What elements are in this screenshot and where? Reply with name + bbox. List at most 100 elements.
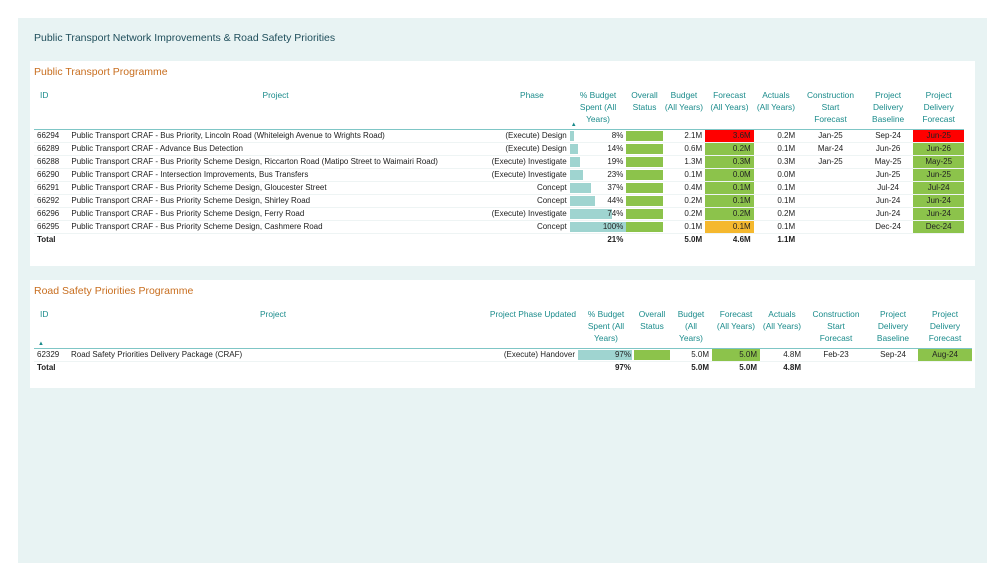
col-header-delivery-forecast[interactable]: Project Delivery Forecast — [913, 89, 964, 130]
pct-label: 74% — [607, 208, 624, 218]
col-header-budget[interactable]: Budget (All Years) — [670, 308, 712, 349]
col-header-status[interactable]: Overall Status — [634, 308, 670, 349]
col-header-id[interactable]: ID — [34, 89, 69, 130]
col-header-delivery-forecast[interactable]: Project Delivery Forecast — [918, 308, 972, 349]
cell-delivery-baseline: Sep-24 — [868, 348, 918, 362]
table-row[interactable]: 66289 Public Transport CRAF - Advance Bus… — [34, 142, 964, 156]
cell-actuals: 4.8M — [760, 348, 804, 362]
pct-databar — [569, 169, 583, 180]
cell-overall-status — [626, 168, 663, 182]
col-header-delivery-baseline[interactable]: Project Delivery Baseline — [868, 308, 918, 349]
col-header-forecast[interactable]: Forecast (All Years) — [705, 89, 754, 130]
header-line: Years) — [586, 114, 610, 124]
cell-project: Public Transport CRAF - Bus Priority Sch… — [68, 155, 483, 169]
cell-delivery-forecast: Jun-24 — [913, 207, 964, 221]
header-line: Start — [821, 102, 840, 112]
table-row[interactable]: 66292 Public Transport CRAF - Bus Priorit… — [34, 194, 964, 208]
cell-construction-start — [798, 181, 863, 195]
cell-construction-start — [798, 168, 863, 182]
col-header-forecast[interactable]: Forecast (All Years) — [712, 308, 760, 349]
total-actuals: 4.8M — [760, 360, 804, 374]
cell-project: Public Transport CRAF - Bus Priority Sch… — [68, 181, 483, 195]
page-title: Public Transport Network Improvements & … — [34, 32, 336, 44]
header-line: Years) — [594, 333, 618, 343]
cell-overall-status — [626, 194, 663, 208]
total-label: Total — [34, 360, 68, 374]
cell-construction-start: Jan-25 — [798, 129, 863, 143]
total-budget: 5.0M — [662, 232, 706, 246]
cell-forecast: 0.3M — [705, 155, 754, 169]
cell-budget: 0.1M — [662, 220, 706, 234]
pct-label: 19% — [607, 156, 624, 166]
header-line: Budget — [670, 90, 698, 100]
table-row[interactable]: 66296 Public Transport CRAF - Bus Priorit… — [34, 207, 964, 221]
cell-pct-budget: 8% — [569, 129, 627, 143]
pct-label: 44% — [607, 195, 624, 205]
cell-overall-status — [626, 155, 663, 169]
cell-phase: (Execute) Handover — [478, 348, 578, 362]
empty-cell — [862, 232, 914, 246]
table-row[interactable]: 62329 Road Safety Priorities Delivery Pac… — [34, 348, 972, 362]
header-line: Forecast — [719, 309, 753, 319]
cell-delivery-forecast: Jul-24 — [913, 181, 964, 195]
col-header-construction-start[interactable]: Construction Start Forecast — [804, 308, 868, 349]
header-line: % Budget — [579, 90, 617, 100]
cell-actuals: 0.1M — [753, 220, 799, 234]
pct-label: 100% — [602, 221, 624, 231]
cell-delivery-baseline: May-25 — [862, 155, 914, 169]
header-line: Delivery — [923, 102, 954, 112]
cell-overall-status — [634, 348, 670, 362]
header-line: (All Years) — [716, 321, 756, 331]
col-header-actuals[interactable]: Actuals (All Years) — [760, 308, 804, 349]
cell-forecast: 3.6M — [705, 129, 754, 143]
col-header-pct-budget[interactable]: % Budget Spent (All Years) ▲ — [569, 89, 627, 130]
cell-id: 66289 — [34, 142, 69, 156]
status-indicator — [634, 349, 670, 360]
header-line: Forecast — [713, 90, 746, 100]
table-row[interactable]: 66294 Public Transport CRAF - Bus Priorit… — [34, 129, 964, 143]
col-header-delivery-baseline[interactable]: Project Delivery Baseline — [862, 89, 914, 130]
cell-overall-status — [626, 181, 663, 195]
header-line: Forecast — [928, 333, 962, 343]
cell-budget: 1.3M — [662, 155, 706, 169]
cell-pct-budget: 74% — [569, 207, 627, 221]
status-indicator — [626, 208, 663, 219]
pct-databar — [569, 208, 612, 219]
header-line: Forecast — [922, 114, 955, 124]
total-forecast: 5.0M — [712, 360, 760, 374]
public-transport-table: ID Project Phase % Budget Spent (All Years… — [34, 89, 964, 246]
empty-cell — [634, 360, 670, 374]
table-row[interactable]: 66295 Public Transport CRAF - Bus Priorit… — [34, 220, 964, 234]
col-header-project[interactable]: Project — [68, 308, 478, 349]
col-header-budget[interactable]: Budget (All Years) — [662, 89, 706, 130]
cell-budget: 0.1M — [662, 168, 706, 182]
sort-ascending-icon: ▲ — [570, 121, 577, 128]
header-line: (All Years) — [762, 321, 802, 331]
col-header-phase[interactable]: Phase — [482, 89, 570, 130]
header-line: (All Years) — [664, 102, 704, 112]
col-header-status[interactable]: Overall Status — [626, 89, 663, 130]
cell-phase: (Execute) Design — [482, 142, 570, 156]
header-line: Project — [875, 90, 902, 100]
cell-actuals: 0.3M — [753, 155, 799, 169]
cell-id: 66294 — [34, 129, 69, 143]
header-line: Project — [879, 309, 907, 319]
cell-forecast: 0.2M — [705, 142, 754, 156]
col-header-actuals[interactable]: Actuals (All Years) — [753, 89, 799, 130]
table-row[interactable]: 66291 Public Transport CRAF - Bus Priorit… — [34, 181, 964, 195]
col-header-pct-budget[interactable]: % Budget Spent (All Years) — [578, 308, 634, 349]
header-line: Overall — [638, 309, 666, 319]
col-header-id[interactable]: ID ▲ — [34, 308, 68, 349]
col-header-construction-start[interactable]: Construction Start Forecast — [798, 89, 863, 130]
cell-id: 66292 — [34, 194, 69, 208]
col-header-phase[interactable]: Project Phase Updated — [478, 308, 578, 349]
table-row[interactable]: 66288 Public Transport CRAF - Bus Priorit… — [34, 155, 964, 169]
cell-construction-start — [798, 194, 863, 208]
table-row[interactable]: 66290 Public Transport CRAF - Intersectio… — [34, 168, 964, 182]
total-budget: 5.0M — [670, 360, 712, 374]
header-line: (All Years) — [756, 102, 795, 112]
empty-cell — [913, 232, 964, 246]
header-line: (All Years) — [710, 102, 749, 112]
col-header-project[interactable]: Project — [68, 89, 483, 130]
header-line: Construction — [806, 90, 854, 100]
